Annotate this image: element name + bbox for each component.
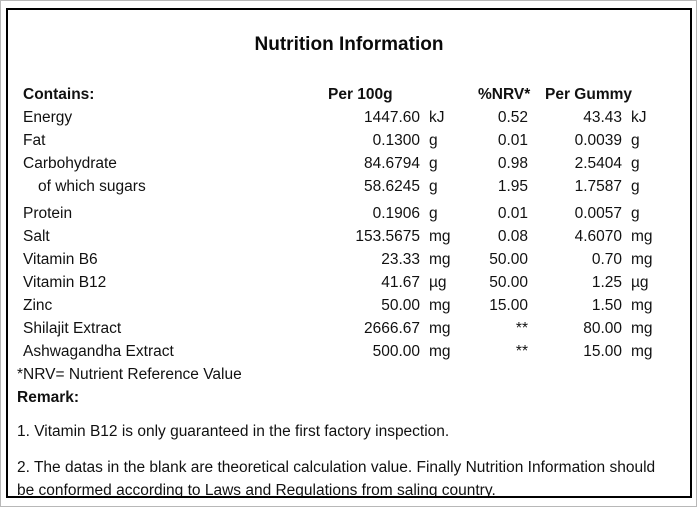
per-100g-value: 58.6245 <box>363 178 420 195</box>
per-gummy-unit: g <box>631 178 640 195</box>
per-gummy-value: 1.7587 <box>574 178 622 195</box>
column-header-per-gummy: Per Gummy <box>545 86 633 103</box>
per-gummy-value: 0.70 <box>591 251 622 268</box>
per-gummy-value: 0.0039 <box>574 132 622 149</box>
per-gummy-unit: g <box>631 132 640 149</box>
table-row: Vitamin B12 41.67 µg 50.00 1.25 µg <box>23 271 690 294</box>
nrv-value: 0.01 <box>497 205 528 222</box>
per-100g-value: 23.33 <box>381 251 420 268</box>
nrv-value: ** <box>515 343 528 360</box>
column-header-per100g: Per 100g <box>328 86 393 103</box>
per-100g-value: 0.1300 <box>372 132 420 149</box>
nutrient-label: Fat <box>23 132 46 149</box>
per-100g-value: 41.67 <box>381 274 420 291</box>
per-100g-value: 1447.60 <box>363 109 420 126</box>
page-title: Nutrition Information <box>254 34 444 55</box>
nrv-value: 0.08 <box>497 228 528 245</box>
per-gummy-unit: mg <box>631 343 653 360</box>
nutrient-label: Shilajit Extract <box>23 320 122 337</box>
table-header-row: Contains: Per 100g %NRV* Per Gummy <box>23 83 690 106</box>
table-row: Vitamin B6 23.33 mg 50.00 0.70 mg <box>23 248 690 271</box>
per-gummy-unit: g <box>631 205 640 222</box>
nutrient-label: Vitamin B6 <box>23 251 98 268</box>
per-100g-value: 153.5675 <box>355 228 420 245</box>
per-100g-value: 50.00 <box>381 297 420 314</box>
per-100g-unit: g <box>429 155 438 172</box>
per-gummy-value: 80.00 <box>583 320 622 337</box>
column-header-nrv: %NRV* <box>478 86 531 103</box>
per-100g-unit: mg <box>429 320 451 337</box>
nutrient-label: Salt <box>23 228 50 245</box>
per-gummy-unit: mg <box>631 251 653 268</box>
per-100g-unit: g <box>429 178 438 195</box>
nrv-value: 15.00 <box>489 297 528 314</box>
table-row: Energy 1447.60 kJ 0.52 43.43 kJ <box>23 106 690 129</box>
table-row: of which sugars 58.6245 g 1.95 1.7587 g <box>23 175 690 198</box>
table-row: Fat 0.1300 g 0.01 0.0039 g <box>23 129 690 152</box>
nutrient-label: of which sugars <box>38 178 146 195</box>
per-gummy-unit: µg <box>631 274 649 291</box>
nutrition-panel: Nutrition Information Contains: Per 100g… <box>6 8 692 498</box>
per-gummy-value: 2.5404 <box>574 155 622 172</box>
nutrient-label: Energy <box>23 109 73 126</box>
per-gummy-value: 1.25 <box>591 274 622 291</box>
table-row: Zinc 50.00 mg 15.00 1.50 mg <box>23 294 690 317</box>
per-100g-unit: g <box>429 205 438 222</box>
footer-section: *NRV= Nutrient Reference Value Remark: 1… <box>17 363 690 498</box>
nutrient-label: Vitamin B12 <box>23 274 107 291</box>
per-gummy-value: 15.00 <box>583 343 622 360</box>
per-gummy-value: 43.43 <box>583 109 622 126</box>
nutrient-label: Carbohydrate <box>23 155 117 172</box>
per-100g-unit: mg <box>429 343 451 360</box>
column-header-contains: Contains: <box>23 86 95 103</box>
nrv-value: 0.52 <box>497 109 528 126</box>
per-gummy-unit: kJ <box>631 109 647 126</box>
table-row: Shilajit Extract 2666.67 mg ** 80.00 mg <box>23 317 690 340</box>
per-100g-value: 84.6794 <box>363 155 420 172</box>
per-gummy-value: 0.0057 <box>574 205 622 222</box>
per-gummy-value: 1.50 <box>591 297 622 314</box>
remark-item: 2. The datas in the blank are theoretica… <box>17 459 656 498</box>
per-100g-unit: mg <box>429 251 451 268</box>
per-gummy-unit: mg <box>631 297 653 314</box>
per-gummy-value: 4.6070 <box>574 228 622 245</box>
nrv-value: 0.98 <box>497 155 528 172</box>
per-gummy-unit: mg <box>631 228 653 245</box>
nutrition-table: Contains: Per 100g %NRV* Per Gummy Energ… <box>23 83 690 363</box>
table-row: Protein 0.1906 g 0.01 0.0057 g <box>23 202 690 225</box>
nrv-value: 1.95 <box>497 178 528 195</box>
per-gummy-unit: mg <box>631 320 653 337</box>
per-100g-unit: kJ <box>429 109 445 126</box>
nutrient-label: Zinc <box>23 297 53 314</box>
remark-item: 1. Vitamin B12 is only guaranteed in the… <box>17 423 450 440</box>
per-100g-unit: mg <box>429 297 451 314</box>
nutrient-label: Ashwagandha Extract <box>23 343 174 360</box>
nrv-value: 0.01 <box>497 132 528 149</box>
per-100g-value: 2666.67 <box>363 320 420 337</box>
per-100g-value: 500.00 <box>372 343 420 360</box>
per-100g-unit: µg <box>429 274 447 291</box>
nrv-value: ** <box>515 320 528 337</box>
table-row: Carbohydrate 84.6794 g 0.98 2.5404 g <box>23 152 690 175</box>
remark-heading: Remark: <box>17 389 80 406</box>
nrv-value: 50.00 <box>489 274 528 291</box>
nrv-value: 50.00 <box>489 251 528 268</box>
nutrient-label: Protein <box>23 205 73 222</box>
per-100g-value: 0.1906 <box>372 205 420 222</box>
per-100g-unit: g <box>429 132 438 149</box>
nrv-footnote: *NRV= Nutrient Reference Value <box>17 366 242 383</box>
table-row: Ashwagandha Extract 500.00 mg ** 15.00 m… <box>23 340 690 363</box>
per-100g-unit: mg <box>429 228 451 245</box>
table-row: Salt 153.5675 mg 0.08 4.6070 mg <box>23 225 690 248</box>
per-gummy-unit: g <box>631 155 640 172</box>
